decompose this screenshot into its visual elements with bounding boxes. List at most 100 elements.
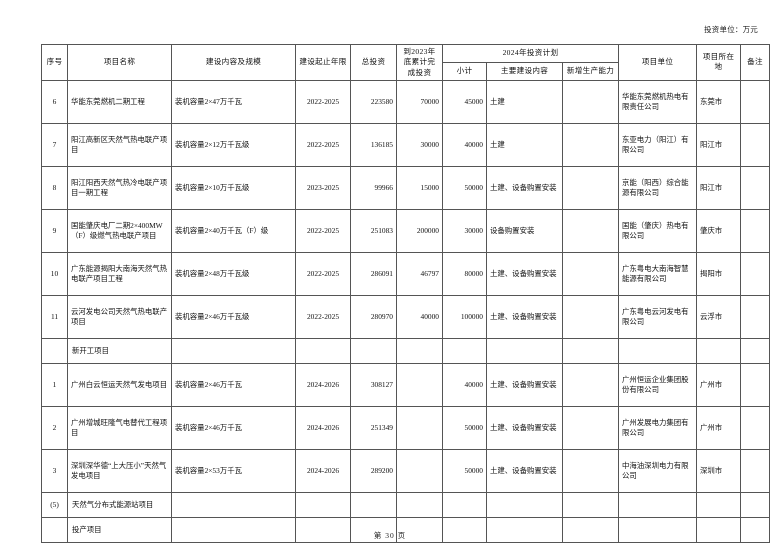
cell-scope [171,491,296,518]
cell-owner: 国能（肇庆）热电有限公司 [618,208,697,253]
cell-total: 280970 [350,294,397,339]
cell-done: 46797 [396,251,443,296]
cell-seq: 8 [41,165,68,210]
table-row: 2 广州增城旺隆气电替代工程项目 装机容量2×46万千瓦 2024-2026 25134… [41,405,770,450]
cell-remark [740,405,770,450]
cell-new-capacity [562,165,619,210]
page-footer: 第 30 页 [373,531,407,540]
cell-total: 99966 [350,165,397,210]
cell-location: 阳江市 [696,165,741,210]
cell-done: 15000 [396,165,443,210]
cell-scope: 装机容量2×46万千瓦 [171,362,296,407]
cell-subtotal: 40000 [442,362,487,407]
cell-new-capacity [562,251,619,296]
cell-seq: 9 [41,208,68,253]
cell-remark [740,516,770,543]
cell-done: 70000 [396,79,443,124]
cell-owner: 中海油深圳电力有限公司 [618,448,697,493]
cell-total [350,491,397,518]
table-row: 1 广州白云恒运天然气发电项目 装机容量2×46万千瓦 2024-2026 308127… [41,362,770,407]
cell-main-content: 土建、设备购置安装 [486,294,563,339]
cell-owner: 华能东莞燃机热电有限责任公司 [618,79,697,124]
cell-remark [740,294,770,339]
cell-new-capacity [562,516,619,543]
cell-remark [740,337,770,364]
cell-done [396,337,443,364]
header-subtotal: 小计 [442,61,487,81]
cell-remark [740,165,770,210]
header-remark: 备注 [740,44,770,81]
cell-location [696,337,741,364]
cell-subtotal: 50000 [442,448,487,493]
cell-remark [740,491,770,518]
cell-scope: 装机容量2×47万千瓦 [171,79,296,124]
cell-new-capacity [562,448,619,493]
cell-seq: (5) [41,491,68,518]
cell-new-capacity [562,79,619,124]
table-row: 8 阳江阳西天然气热冷电联产项目一期工程 装机容量2×10万千瓦级 2023-2025… [41,165,770,210]
header-plan-2024: 2024年投资计划 [442,44,619,63]
cell-years: 2023-2025 [295,165,351,210]
cell-total: 308127 [350,362,397,407]
cell-owner: 广东粤电云河发电有限公司 [618,294,697,339]
cell-seq: 1 [41,362,68,407]
cell-years: 2022-2025 [295,79,351,124]
cell-owner: 广东粤电大南海智慧能源有限公司 [618,251,697,296]
cell-remark [740,122,770,167]
cell-seq: 3 [41,448,68,493]
table-header-row-2: 小计 主要建设内容 新增生产能力 [42,61,770,81]
cell-total: 289200 [350,448,397,493]
cell-scope: 装机容量2×46万千瓦 [171,405,296,450]
cell-remark [740,362,770,407]
cell-subtotal: 100000 [442,294,487,339]
cell-name: 云河发电公司天然气热电联产项目 [67,294,172,339]
cell-name: 深圳深华德“上大压小”天然气发电项目 [67,448,172,493]
cell-total: 286091 [350,251,397,296]
table-row: 7 阳江高新区天然气热电联产项目 装机容量2×12万千瓦级 2022-2025 1361… [41,122,770,167]
cell-years: 2024-2026 [295,405,351,450]
cell-remark [740,251,770,296]
cell-seq: 2 [41,405,68,450]
cell-remark [740,208,770,253]
cell-main-content: 土建、设备购置安装 [486,165,563,210]
cell-name: 广东能源揭阳大南海天然气热电联产项目工程 [67,251,172,296]
investment-unit-note: 投资单位：万元 [704,25,758,34]
cell-total: 251349 [350,405,397,450]
cell-years: 2022-2025 [295,251,351,296]
cell-done: 200000 [396,208,443,253]
cell-done [396,405,443,450]
table-section-row: 投产项目 [41,516,770,543]
cell-years: 2022-2025 [295,122,351,167]
cell-total: 136185 [350,122,397,167]
cell-total [350,337,397,364]
cell-owner: 东亚电力（阳江）有限公司 [618,122,697,167]
cell-name: 广州增城旺隆气电替代工程项目 [67,405,172,450]
cell-done: 30000 [396,122,443,167]
table-row: 3 深圳深华德“上大压小”天然气发电项目 装机容量2×53万千瓦 2024-2026 2… [41,448,770,493]
cell-scope: 装机容量2×40万千瓦（F）级 [171,208,296,253]
cell-subtotal: 50000 [442,165,487,210]
cell-location: 揭阳市 [696,251,741,296]
cell-location: 肇庆市 [696,208,741,253]
table-row: 10 广东能源揭阳大南海天然气热电联产项目工程 装机容量2×48万千瓦级 2022-2… [41,251,770,296]
cell-done [396,362,443,407]
cell-years [295,491,351,518]
cell-owner [618,337,697,364]
cell-subtotal [442,491,487,518]
cell-location: 阳江市 [696,122,741,167]
cell-name: 阳江高新区天然气热电联产项目 [67,122,172,167]
cell-scope: 装机容量2×46万千瓦级 [171,294,296,339]
cell-name: 国能肇庆电厂二期2×400MW（F）级燃气热电联产项目 [67,208,172,253]
cell-main-content: 土建 [486,79,563,124]
cell-name: 阳江阳西天然气热冷电联产项目一期工程 [67,165,172,210]
cell-scope: 装机容量2×48万千瓦级 [171,251,296,296]
cell-new-capacity [562,337,619,364]
cell-location [696,491,741,518]
cell-total: 223580 [350,79,397,124]
cell-name: 天然气分布式能源站项目 [67,491,172,518]
table-body: 6 华能东莞燃机二期工程 装机容量2×47万千瓦 2022-2025 223580 700… [41,79,770,543]
cell-name: 新开工项目 [67,337,172,364]
cell-new-capacity [562,208,619,253]
cell-scope [171,337,296,364]
cell-location: 东莞市 [696,79,741,124]
